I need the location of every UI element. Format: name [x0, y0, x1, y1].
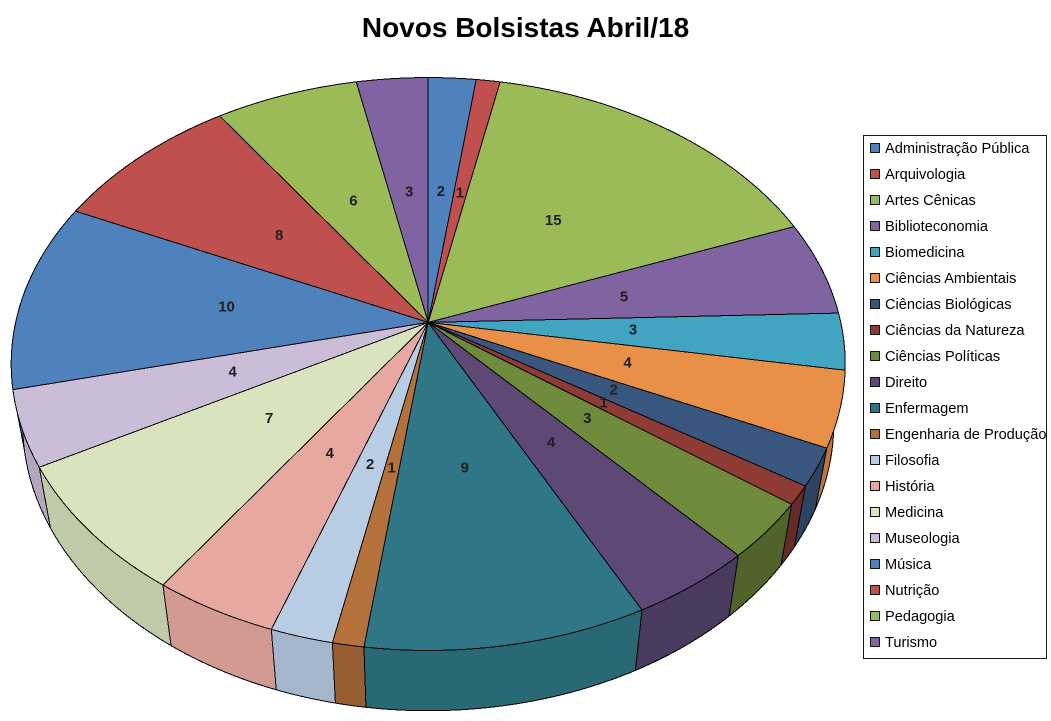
- svg-text:9: 9: [461, 461, 469, 477]
- svg-text:4: 4: [228, 365, 237, 381]
- svg-text:5: 5: [620, 290, 628, 306]
- svg-text:15: 15: [545, 213, 562, 229]
- svg-text:4: 4: [326, 446, 335, 462]
- svg-text:4: 4: [547, 435, 556, 451]
- svg-text:2: 2: [437, 184, 445, 200]
- svg-text:8: 8: [275, 228, 283, 244]
- svg-text:2: 2: [610, 383, 618, 399]
- svg-text:1: 1: [600, 395, 608, 411]
- svg-text:3: 3: [405, 185, 413, 201]
- svg-text:4: 4: [623, 355, 632, 371]
- svg-text:1: 1: [387, 461, 395, 477]
- svg-text:6: 6: [349, 194, 357, 210]
- svg-text:3: 3: [583, 411, 591, 427]
- svg-text:1: 1: [456, 186, 464, 202]
- svg-text:3: 3: [629, 323, 637, 339]
- svg-text:10: 10: [218, 300, 235, 316]
- svg-text:2: 2: [366, 457, 374, 473]
- svg-text:7: 7: [265, 411, 273, 427]
